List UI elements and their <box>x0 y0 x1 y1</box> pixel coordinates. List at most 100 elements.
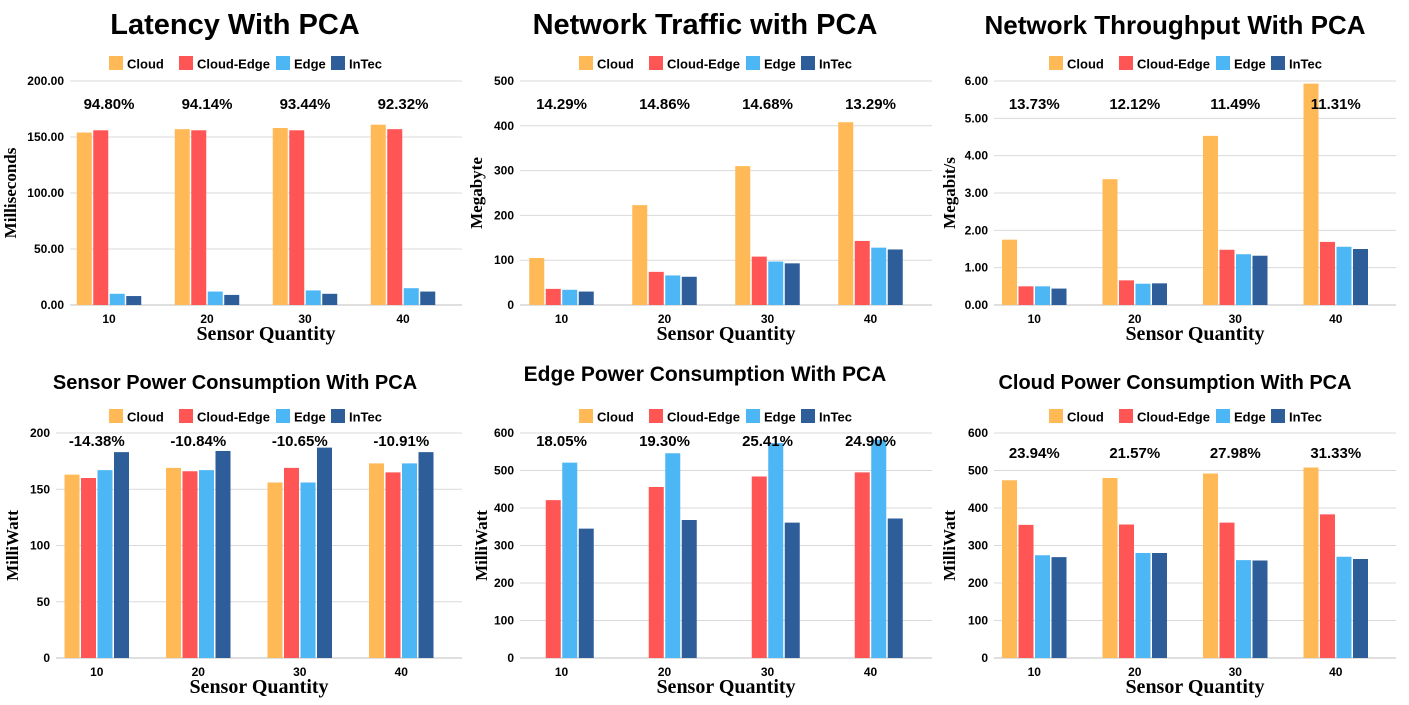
legend-label: Edge <box>764 410 796 425</box>
y-tick-label: 200 <box>494 208 514 222</box>
legend-swatch-edge <box>746 409 760 423</box>
legend-label: Cloud-Edge <box>1137 57 1210 72</box>
legend-swatch-cloud-edge <box>649 409 663 423</box>
percentage-annotation: 23.94% <box>1009 445 1060 462</box>
legend-label: Edge <box>1234 410 1266 425</box>
chart-panel-2: Network Traffic with PCA Cloud Cloud-Edge E… <box>467 9 932 345</box>
bar-cloud-edge-20 <box>1119 280 1134 305</box>
legend-label: Cloud-Edge <box>197 410 270 425</box>
chart-panel-6: Cloud Power Consumption With PCA Cloud Clo… <box>940 372 1396 698</box>
y-tick-label: 300 <box>494 539 514 553</box>
bar-edge-10 <box>562 289 578 305</box>
bar-cloud-10 <box>529 257 545 305</box>
bar-cloud-edge-40 <box>854 472 870 658</box>
bar-cloud-edge-40 <box>1320 514 1335 658</box>
bar-cloud-10 <box>1002 480 1017 658</box>
bar-cloud-20 <box>1102 478 1118 658</box>
bar-cloud-edge-40 <box>854 240 870 305</box>
percentage-annotation: -10.65% <box>272 433 328 450</box>
bar-edge-20 <box>199 470 214 658</box>
y-tick-label: 500 <box>494 464 514 478</box>
bar-edge-10 <box>1035 555 1050 658</box>
bar-intec-30 <box>784 522 800 658</box>
x-tick-label: 10 <box>1028 665 1042 679</box>
legend-swatch-intec <box>331 56 345 70</box>
y-tick-label: 600 <box>494 426 514 440</box>
bar-cloud-edge-10 <box>93 130 109 305</box>
y-tick-label: 1.00 <box>965 261 989 275</box>
legend-swatch-edge <box>746 56 760 70</box>
x-tick-label: 20 <box>658 312 672 326</box>
bar-edge-40 <box>403 288 419 305</box>
legend-label: InTec <box>1289 410 1322 425</box>
bar-cloud-20 <box>632 205 648 305</box>
y-tick-label: 50.00 <box>34 242 64 256</box>
y-tick-label: 100 <box>30 539 50 553</box>
percentage-annotation: 24.90% <box>845 433 896 450</box>
legend-label: Edge <box>764 57 796 72</box>
legend-swatch-cloud <box>109 409 123 423</box>
x-tick-label: 20 <box>200 312 214 326</box>
bar-cloud-edge-20 <box>1119 524 1134 658</box>
percentage-annotation: 13.29% <box>845 96 896 113</box>
x-tick-label: 40 <box>864 312 878 326</box>
bar-intec-20 <box>681 276 697 305</box>
percentage-annotation: 14.29% <box>536 96 587 113</box>
bar-cloud-edge-20 <box>182 471 198 658</box>
legend-swatch-cloud-edge <box>1119 56 1133 70</box>
x-tick-label: 20 <box>192 665 206 679</box>
bar-cloud-30 <box>1203 473 1218 658</box>
legend-label: InTec <box>349 57 382 72</box>
y-tick-label: 50 <box>37 595 51 609</box>
bar-intec-40 <box>1353 249 1368 305</box>
bar-intec-40 <box>887 518 903 658</box>
y-tick-label: 100 <box>494 253 514 267</box>
chart-panel-3: Network Throughput With PCA Cloud Cloud-Ed… <box>940 10 1396 345</box>
x-tick-label: 10 <box>1028 312 1042 326</box>
legend-swatch-intec <box>1271 56 1285 70</box>
bar-edge-20 <box>1135 553 1151 658</box>
bar-cloud-40 <box>369 463 384 658</box>
bar-cloud-edge-10 <box>1018 524 1034 658</box>
legend-label: InTec <box>349 410 382 425</box>
bar-cloud-edge-10 <box>81 478 96 658</box>
bar-intec-10 <box>114 452 129 658</box>
legend-label: Edge <box>1234 57 1266 72</box>
x-tick-label: 20 <box>1128 312 1142 326</box>
x-tick-label: 10 <box>90 665 104 679</box>
legend-swatch-cloud <box>579 56 593 70</box>
bar-edge-40 <box>402 463 417 658</box>
bar-cloud-10 <box>1002 239 1017 305</box>
bar-edge-20 <box>665 275 681 305</box>
bar-cloud-edge-30 <box>284 467 299 658</box>
x-tick-label: 40 <box>396 312 410 326</box>
y-axis-label: Megabit/s <box>940 157 959 229</box>
x-tick-label: 10 <box>555 665 569 679</box>
bar-intec-40 <box>887 249 903 305</box>
legend-swatch-intec <box>801 409 815 423</box>
x-tick-label: 40 <box>864 665 878 679</box>
x-axis-label: Sensor Quantity <box>656 676 795 698</box>
legend-label: Cloud-Edge <box>667 410 740 425</box>
bar-edge-30 <box>300 482 316 658</box>
bar-cloud-20 <box>174 129 190 305</box>
bar-intec-10 <box>1051 557 1067 658</box>
bar-cloud-20 <box>1102 179 1118 305</box>
y-tick-label: 0.00 <box>41 298 65 312</box>
x-tick-label: 30 <box>761 312 775 326</box>
bar-cloud-40 <box>838 122 854 305</box>
bar-edge-20 <box>207 291 223 305</box>
y-tick-label: 400 <box>968 501 988 515</box>
bar-intec-10 <box>1051 288 1067 305</box>
percentage-annotation: 92.32% <box>378 96 429 113</box>
legend-swatch-intec <box>331 409 345 423</box>
legend-label: Cloud <box>1067 57 1104 72</box>
bar-intec-20 <box>1152 283 1167 305</box>
bar-cloud-30 <box>267 482 283 658</box>
legend-swatch-cloud <box>1049 56 1063 70</box>
percentage-annotation: 94.14% <box>182 96 233 113</box>
bar-cloud-edge-30 <box>751 476 767 658</box>
x-tick-label: 40 <box>1329 312 1343 326</box>
percentage-annotation: 27.98% <box>1210 445 1261 462</box>
percentage-annotation: 18.05% <box>536 433 587 450</box>
